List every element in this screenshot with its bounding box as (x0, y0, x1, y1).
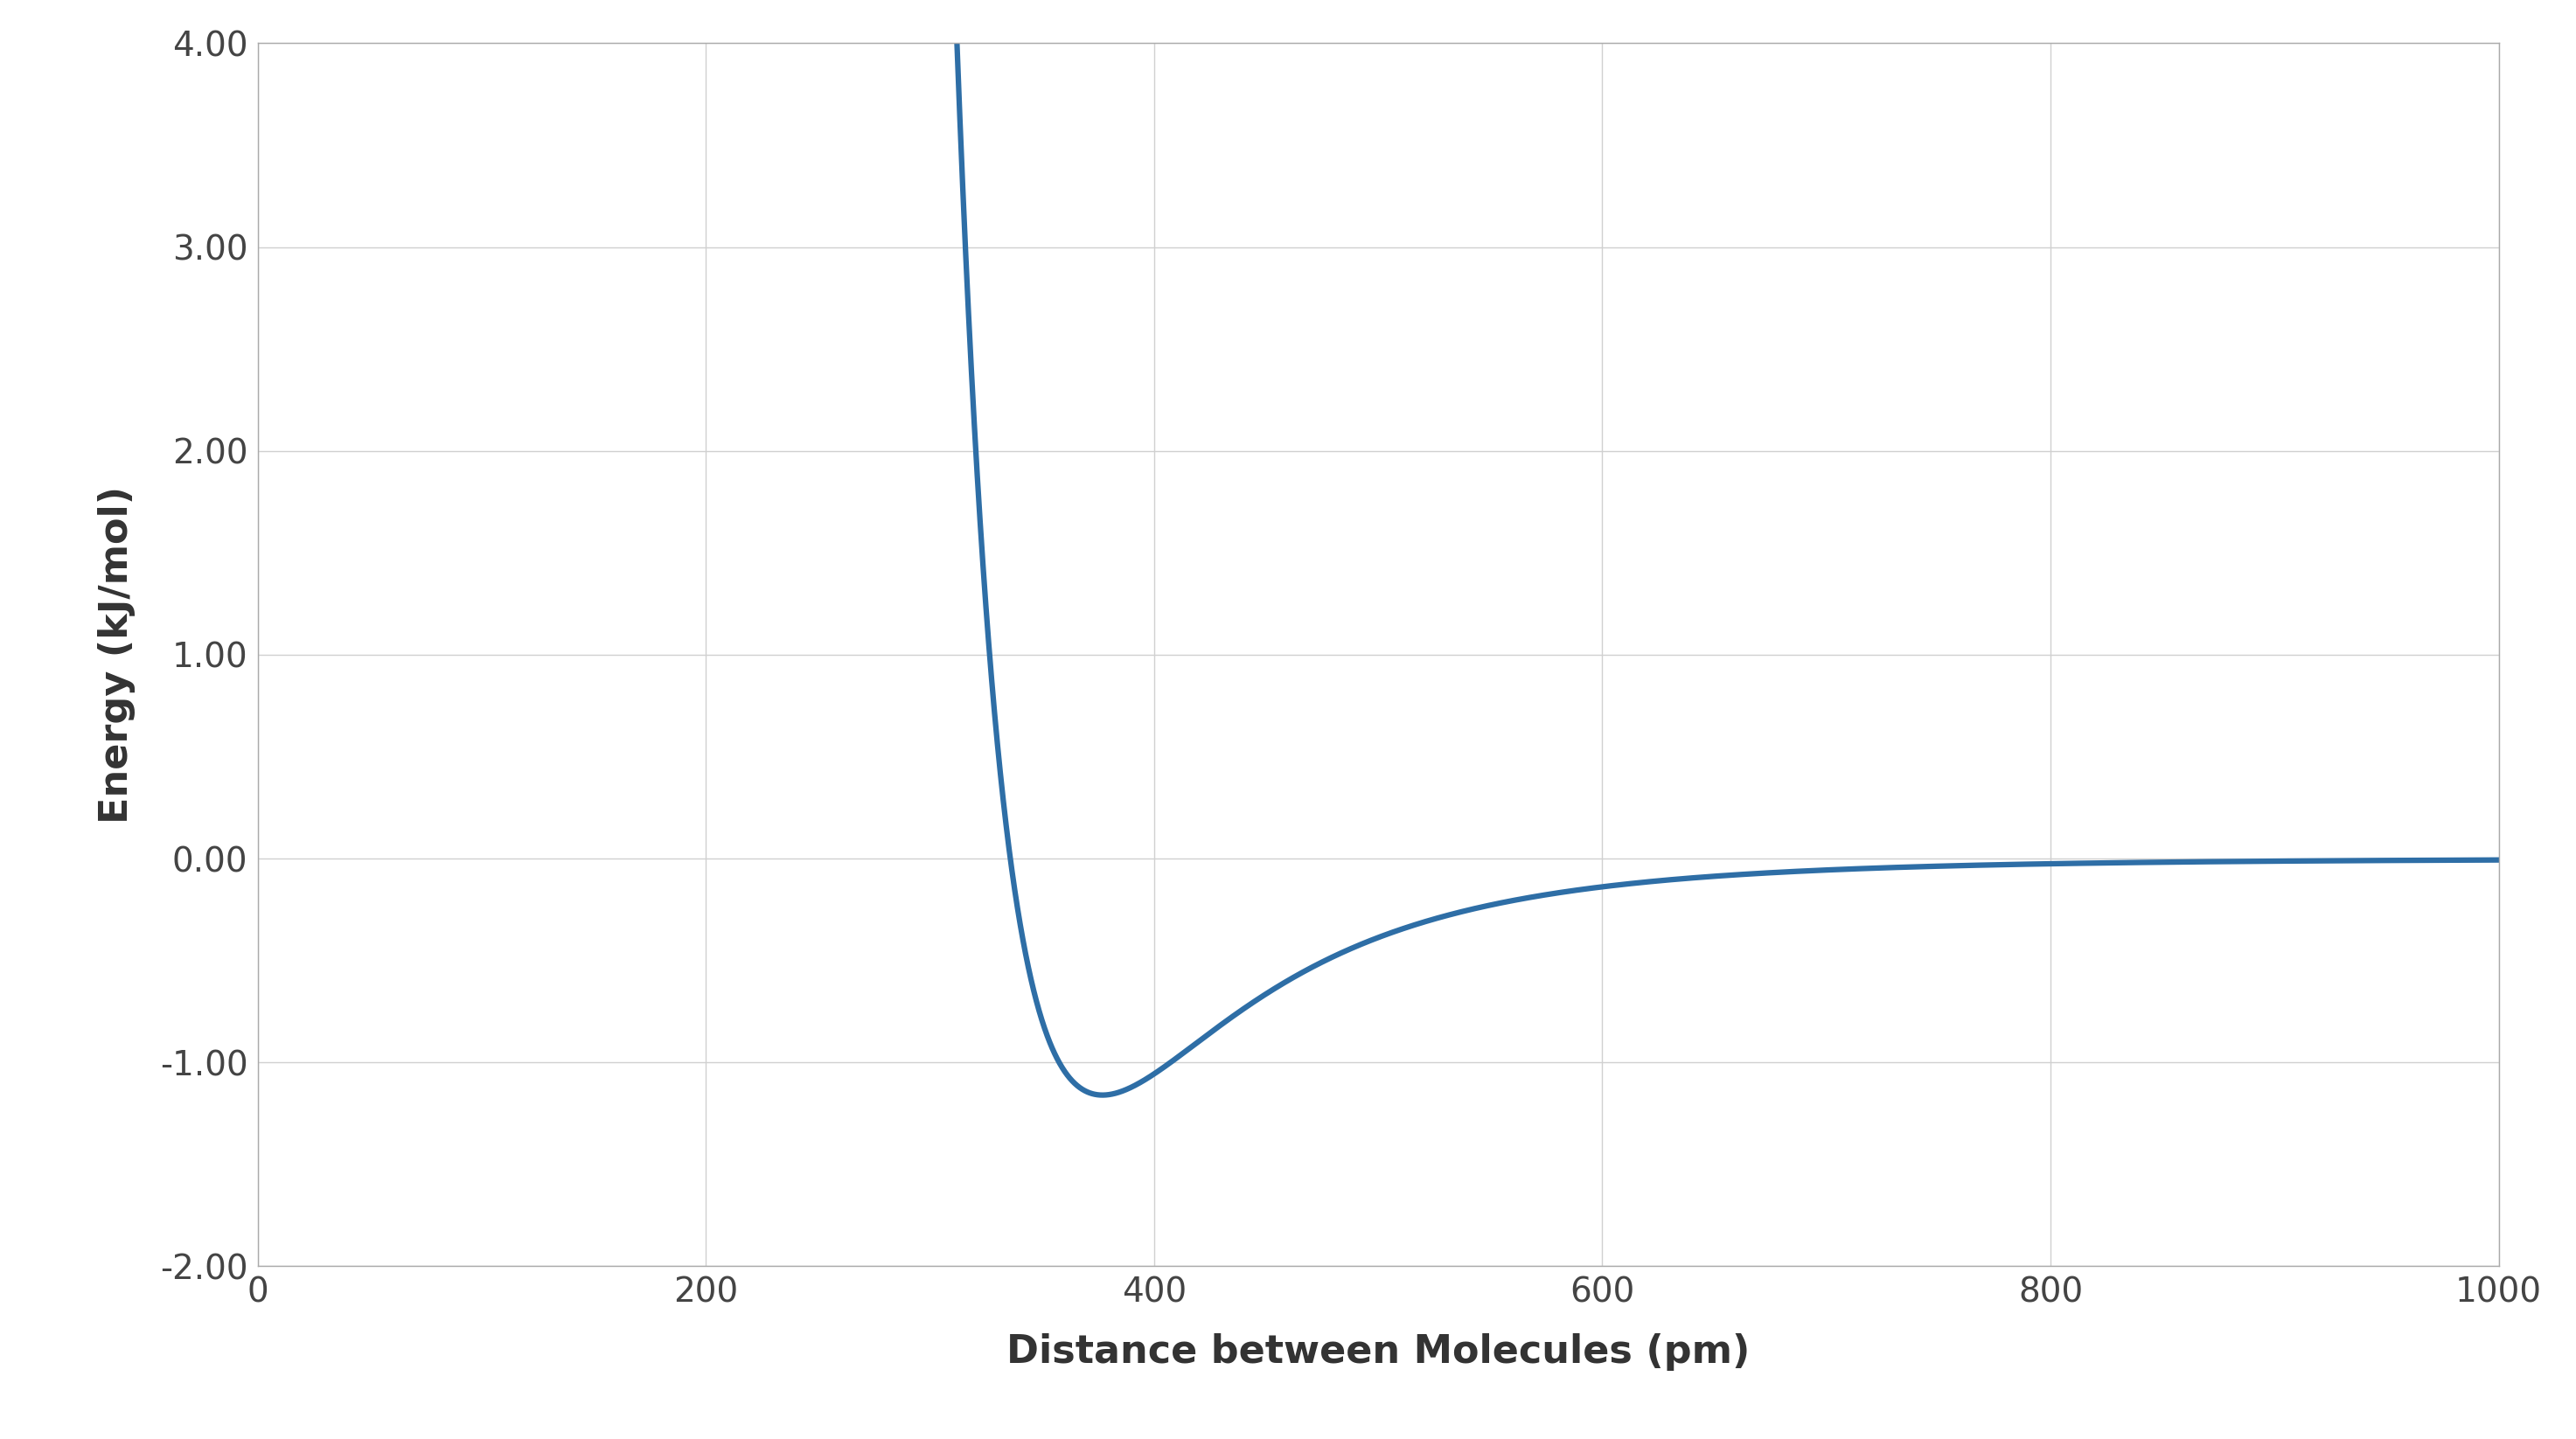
X-axis label: Distance between Molecules (pm): Distance between Molecules (pm) (1007, 1334, 1749, 1371)
Y-axis label: Energy (kJ/mol): Energy (kJ/mol) (98, 486, 137, 823)
